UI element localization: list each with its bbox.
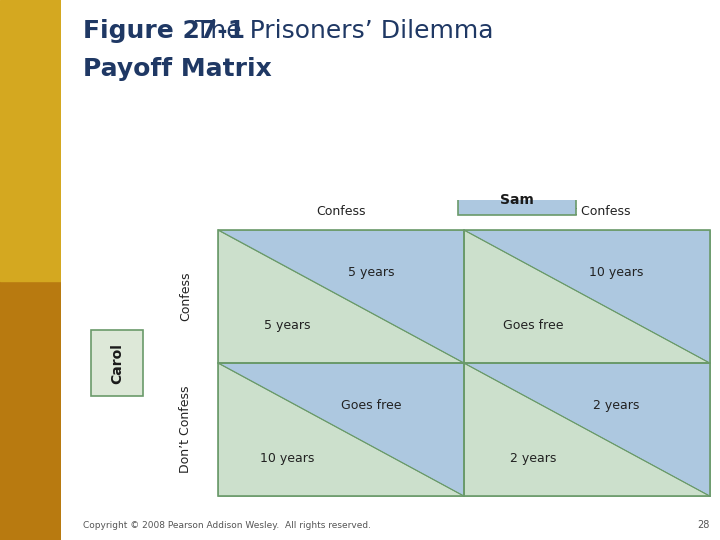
Text: Goes free: Goes free (503, 319, 563, 332)
Text: Don’t Confess: Don’t Confess (544, 205, 631, 218)
Polygon shape (464, 363, 710, 496)
Bar (218, 230, 464, 363)
FancyBboxPatch shape (458, 185, 575, 215)
Text: 5 years: 5 years (348, 266, 394, 279)
Text: Goes free: Goes free (341, 399, 401, 412)
Bar (464, 363, 710, 496)
Text: Copyright © 2008 Pearson Addison Wesley.  All rights reserved.: Copyright © 2008 Pearson Addison Wesley.… (83, 521, 371, 530)
Text: 2 years: 2 years (593, 399, 639, 412)
Text: Carol: Carol (110, 343, 124, 383)
Text: 2 years: 2 years (510, 453, 556, 465)
Text: 10 years: 10 years (589, 266, 644, 279)
Bar (0, 0, 61, 281)
Bar (218, 363, 464, 496)
Text: Payoff Matrix: Payoff Matrix (83, 57, 271, 80)
Text: Sam: Sam (500, 193, 534, 207)
Bar (0, 281, 61, 540)
FancyBboxPatch shape (91, 330, 143, 396)
Polygon shape (218, 363, 464, 496)
Polygon shape (218, 230, 464, 363)
Text: 5 years: 5 years (264, 319, 310, 332)
Polygon shape (464, 230, 710, 363)
Text: 28: 28 (697, 520, 709, 530)
Text: Don’t Confess: Don’t Confess (179, 386, 192, 474)
Polygon shape (218, 363, 464, 496)
Text: Confess: Confess (179, 272, 192, 321)
Text: The Prisoners’ Dilemma: The Prisoners’ Dilemma (179, 19, 493, 43)
Text: 10 years: 10 years (260, 453, 315, 465)
Polygon shape (464, 230, 710, 363)
Text: Figure 27-1: Figure 27-1 (83, 19, 245, 43)
Polygon shape (218, 230, 464, 363)
Text: Confess: Confess (317, 205, 366, 218)
Polygon shape (464, 363, 710, 496)
Bar (464, 230, 710, 363)
